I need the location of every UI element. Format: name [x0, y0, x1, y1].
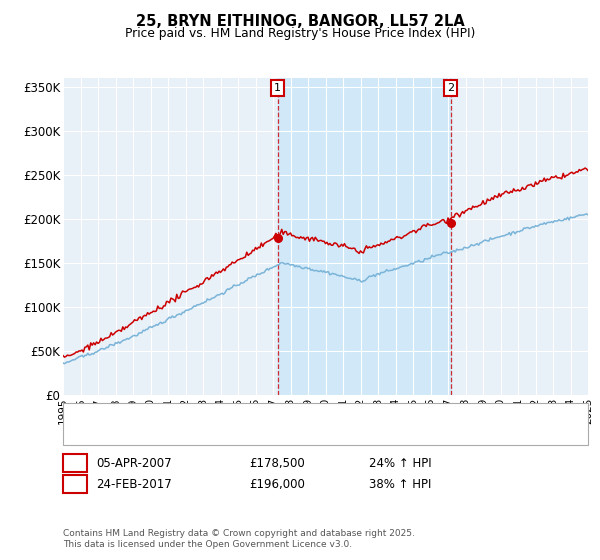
- Text: 24-FEB-2017: 24-FEB-2017: [96, 478, 172, 491]
- Text: Price paid vs. HM Land Registry's House Price Index (HPI): Price paid vs. HM Land Registry's House …: [125, 27, 475, 40]
- Text: 1: 1: [274, 83, 281, 93]
- Text: HPI: Average price, semi-detached house, Gwynedd: HPI: Average price, semi-detached house,…: [111, 428, 395, 438]
- Text: 38% ↑ HPI: 38% ↑ HPI: [369, 478, 431, 491]
- Text: 25, BRYN EITHINOG, BANGOR, LL57 2LA: 25, BRYN EITHINOG, BANGOR, LL57 2LA: [136, 14, 464, 29]
- Text: £196,000: £196,000: [249, 478, 305, 491]
- Text: £178,500: £178,500: [249, 456, 305, 470]
- Bar: [278, 78, 451, 395]
- Text: 2: 2: [71, 478, 79, 491]
- Text: 25, BRYN EITHINOG, BANGOR, LL57 2LA (semi-detached house): 25, BRYN EITHINOG, BANGOR, LL57 2LA (sem…: [111, 410, 459, 420]
- Text: 24% ↑ HPI: 24% ↑ HPI: [369, 456, 431, 470]
- Text: 2: 2: [447, 83, 454, 93]
- Text: Contains HM Land Registry data © Crown copyright and database right 2025.
This d: Contains HM Land Registry data © Crown c…: [63, 529, 415, 549]
- Text: 1: 1: [71, 456, 79, 470]
- Text: 05-APR-2007: 05-APR-2007: [96, 456, 172, 470]
